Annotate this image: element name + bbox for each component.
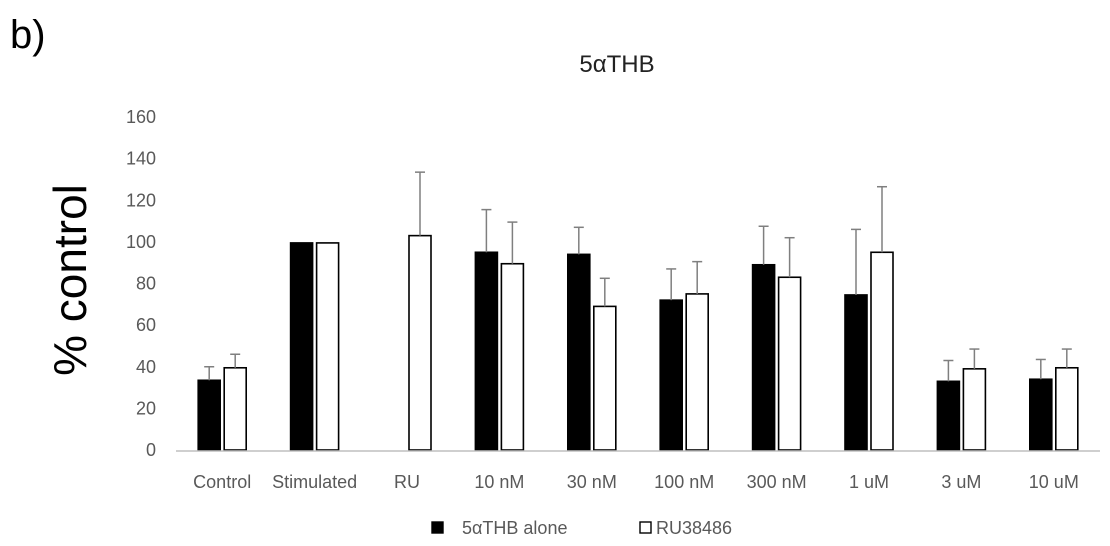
x-category-label: 3 uM [941, 472, 981, 492]
bar-alone [659, 299, 684, 451]
y-tick-label: 40 [136, 357, 156, 377]
y-tick-label: 80 [136, 274, 156, 294]
error-bars-group [204, 171, 1072, 382]
bar-ru38486 [685, 293, 710, 451]
legend-label: RU38486 [656, 518, 732, 538]
bar-ru38486 [962, 368, 987, 451]
bar-ru38486 [408, 234, 432, 451]
y-tick-label: 120 [126, 190, 156, 210]
bars-group [197, 234, 1079, 451]
panel-label: b) [10, 13, 46, 57]
x-category-label: 30 nM [567, 472, 617, 492]
bar-alone [844, 294, 868, 451]
legend: 5αTHB alone RU38486 [431, 518, 732, 538]
x-category-label: 300 nM [747, 472, 807, 492]
bar-ru38486 [777, 276, 802, 451]
bar-alone [566, 253, 591, 451]
legend-label: 5αTHB alone [462, 518, 567, 538]
bar-alone [474, 251, 499, 451]
bar-ru38486 [315, 242, 340, 451]
x-category-label: RU [394, 472, 420, 492]
x-category-label: 10 nM [474, 472, 524, 492]
bar-alone [1029, 378, 1053, 451]
legend-swatch [639, 521, 652, 534]
x-category-label: 1 uM [849, 472, 889, 492]
y-tick-label: 140 [126, 149, 156, 169]
x-category-label: Control [193, 472, 251, 492]
y-axis-label: % control [44, 184, 96, 376]
bar-ru38486 [592, 305, 617, 451]
chart-title: 5αTHB [579, 51, 654, 78]
x-category-label: Stimulated [272, 472, 357, 492]
y-axis-ticks: 0 20 40 60 80 100 120 140 160 [126, 107, 156, 460]
legend-swatch [431, 521, 444, 534]
x-category-label: 100 nM [654, 472, 714, 492]
y-tick-label: 0 [146, 440, 156, 460]
x-category-label: 10 uM [1029, 472, 1079, 492]
bar-ru38486 [1055, 366, 1079, 451]
bar-ru38486 [870, 251, 894, 451]
x-axis-categories: Control Stimulated RU 10 nM 30 nM 100 nM 300 n… [193, 472, 1079, 492]
y-tick-label: 160 [126, 107, 156, 127]
bar-ru38486 [223, 366, 247, 451]
bar-ru38486 [500, 262, 525, 451]
y-tick-label: 20 [136, 398, 156, 418]
bar-alone [289, 242, 314, 451]
bar-alone [751, 263, 776, 451]
y-tick-label: 60 [136, 315, 156, 335]
bar-alone [936, 380, 961, 451]
bar-alone [197, 379, 221, 451]
y-tick-label: 100 [126, 232, 156, 252]
